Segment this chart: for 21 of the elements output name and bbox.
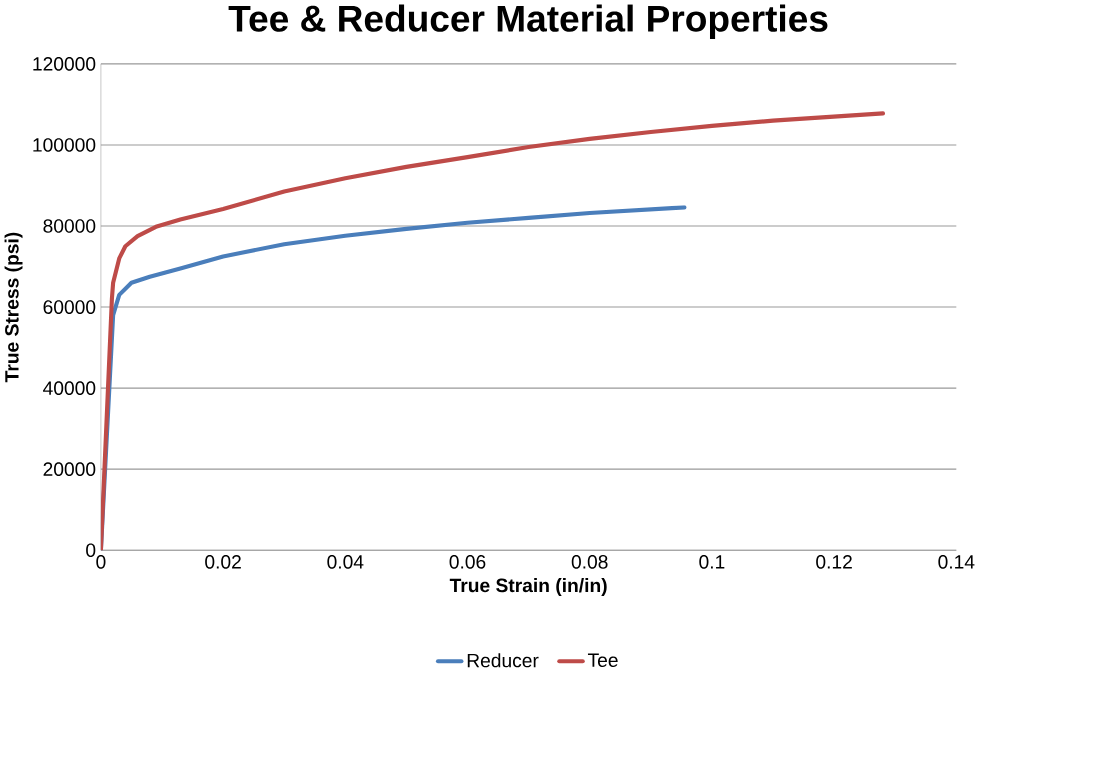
x-tick-label: 0.06 (449, 554, 486, 569)
legend-label: Reducer (467, 653, 539, 668)
x-tick-label: 0.1 (699, 554, 725, 569)
x-tick-label: 0.08 (571, 554, 608, 569)
y-tick-label: 20000 (43, 462, 96, 476)
y-tick-label: 100000 (33, 137, 96, 152)
legend-label: Tee (587, 653, 618, 667)
y-tick-label: 0 (86, 543, 96, 557)
y-axis-title: True Stress (psi) (4, 232, 23, 382)
x-tick-label: 0.12 (816, 554, 852, 569)
x-tick-label: 0 (96, 554, 106, 569)
x-tick-label: 0.14 (938, 554, 975, 569)
x-axis-title: True Strain (in/in) (449, 577, 607, 596)
y-tick-label: 60000 (43, 300, 96, 314)
y-tick-label: 40000 (43, 381, 96, 395)
chart-title: Tee & Reducer Material Properties (228, 4, 828, 39)
x-tick-label: 0.04 (327, 554, 364, 569)
y-tick-label: 120000 (33, 56, 96, 71)
y-tick-label: 80000 (43, 218, 96, 233)
x-tick-label: 0.02 (205, 554, 241, 569)
line-series (100, 111, 886, 550)
